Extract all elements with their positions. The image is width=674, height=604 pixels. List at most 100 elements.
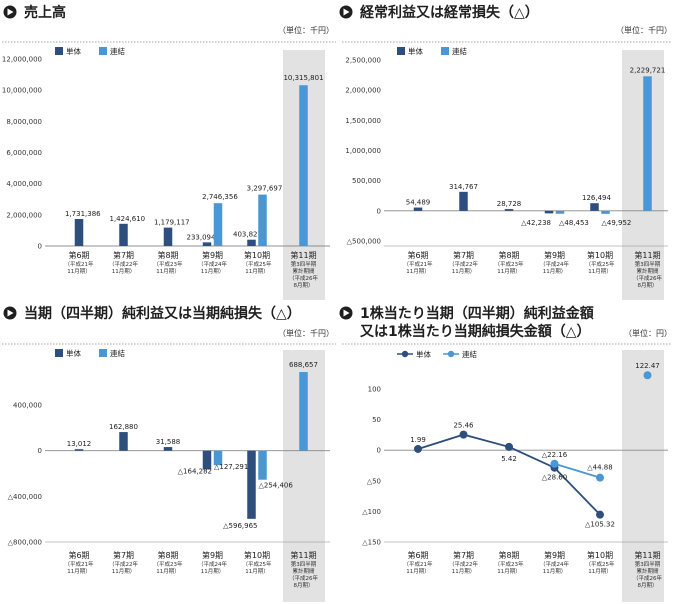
data-label: △28.60: [542, 474, 567, 482]
y-tick-label: △500,000: [347, 238, 381, 246]
bar-consolidated: [299, 85, 308, 246]
category-sublabel: 累計期間: [292, 267, 315, 275]
category-sublabel: 11月期）: [156, 268, 180, 275]
data-label: 162,880: [109, 423, 138, 431]
unit-label: （単位：千円）: [616, 25, 672, 35]
y-tick-label: 6,000,000: [6, 149, 42, 157]
bar-single: [590, 203, 599, 211]
category-label: 第6期: [68, 250, 89, 260]
bar-single: [413, 207, 423, 211]
data-label: 1,731,386: [65, 210, 101, 218]
category-label: 第9期: [544, 250, 565, 260]
category-sublabel: 累計期間: [636, 567, 659, 575]
y-tick-label: 12,000,000: [2, 56, 42, 64]
category-label: 第10期: [244, 550, 270, 560]
bar-single: [119, 223, 128, 246]
category-label: 第7期: [453, 550, 474, 560]
data-label: 1.99: [410, 436, 426, 444]
category-label: 第7期: [113, 250, 134, 260]
bar-single: [247, 239, 256, 246]
legend-label-single: 単体: [66, 46, 81, 56]
data-label: 3,297,697: [247, 185, 283, 193]
category-sublabel: （平成21年: [65, 260, 94, 268]
category-label: 第11期: [634, 250, 660, 260]
category-sublabel: 11月期）: [543, 268, 567, 275]
category-label: 第11期: [290, 550, 316, 560]
point-single: [596, 510, 604, 519]
category-sublabel: （平成23年: [154, 560, 183, 568]
category-label: 第10期: [587, 250, 613, 260]
legend-label-single: 単体: [408, 46, 423, 56]
bar-single: [459, 191, 468, 211]
y-tick-label: 500,000: [352, 177, 381, 185]
bar-single: [247, 450, 256, 519]
category-sublabel: 11月期）: [201, 568, 225, 575]
chart-title: 経常利益又は経常損失（△）: [360, 4, 539, 21]
category-label: 第8期: [157, 250, 178, 260]
bar-consolidated: [258, 194, 267, 246]
point-consolidated: [596, 473, 604, 482]
bar-consolidated: [601, 210, 610, 214]
category-label: 第8期: [157, 550, 178, 560]
bar-consolidated: [555, 210, 565, 214]
category-sublabel: 8月期）: [638, 282, 658, 289]
data-label: 5.42: [501, 455, 517, 463]
category-label: 第7期: [453, 250, 474, 260]
category-sublabel: 11月期）: [201, 268, 225, 275]
category-label: 第9期: [202, 550, 223, 560]
category-sublabel: （平成23年: [495, 560, 524, 568]
category-sublabel: （平成24年: [198, 560, 227, 568]
data-label: △42,238: [521, 219, 551, 227]
category-sublabel: （平成25年: [586, 260, 615, 268]
category-sublabel: 11月期）: [112, 268, 136, 275]
category-sublabel: （平成24年: [540, 560, 569, 568]
category-label: 第8期: [498, 250, 519, 260]
category-sublabel: 8月期）: [638, 582, 658, 589]
category-sublabel: （平成26年: [633, 274, 662, 282]
y-tick-label: 0: [377, 207, 381, 215]
data-label: 122.47: [635, 362, 660, 370]
category-sublabel: 11月期）: [406, 568, 430, 575]
y-tick-label: 50: [372, 416, 381, 424]
y-tick-label: 400,000: [13, 402, 42, 410]
bar-single: [504, 209, 514, 211]
y-tick-label: △150: [362, 539, 381, 547]
data-label: △164,282: [178, 467, 212, 475]
data-label: △127,291: [214, 463, 248, 471]
category-label: 第6期: [407, 550, 428, 560]
category-sublabel: （平成26年: [289, 274, 318, 282]
category-sublabel: （平成22年: [109, 560, 138, 568]
data-label: 28,728: [497, 200, 522, 208]
category-sublabel: 第3四半期: [291, 560, 317, 568]
y-tick-label: △400,000: [8, 493, 42, 501]
legend-label-consolidated: 連結: [110, 348, 125, 358]
chart-panel-1: 売上高 （単位：千円） 単体 連結 0 2,000,000 4,000,000 6,000,0…: [2, 4, 336, 300]
category-sublabel: （平成25年: [586, 560, 615, 568]
category-sublabel: （平成24年: [198, 260, 227, 268]
data-label: 233,094: [187, 233, 216, 241]
category-label: 第9期: [202, 250, 223, 260]
data-label: 1,179,117: [154, 219, 190, 227]
legend-marker-consolidated: [447, 350, 455, 358]
legend-swatch-single: [55, 47, 63, 55]
chart-title-line2: 又は1株当たり当期純損失金額（△）: [360, 323, 591, 340]
highlight-background: [622, 350, 664, 602]
category-sublabel: 11月期）: [112, 568, 136, 575]
y-tick-label: 2,500,000: [345, 57, 381, 65]
chart-title: 売上高: [24, 4, 66, 21]
y-tick-label: 0: [377, 447, 381, 455]
category-label: 第11期: [290, 250, 316, 260]
data-label: 2,746,356: [202, 193, 238, 201]
bar-consolidated: [213, 203, 223, 246]
legend-label-consolidated: 連結: [110, 46, 125, 56]
data-label: 688,657: [289, 361, 318, 369]
legend-label-consolidated: 連結: [452, 46, 467, 56]
category-sublabel: 11月期）: [452, 268, 476, 275]
data-label: △105.32: [585, 521, 615, 529]
point-single: [505, 442, 513, 451]
category-sublabel: 11月期）: [67, 568, 91, 575]
point-consolidated: [550, 459, 559, 468]
category-sublabel: （平成26年: [633, 574, 662, 582]
